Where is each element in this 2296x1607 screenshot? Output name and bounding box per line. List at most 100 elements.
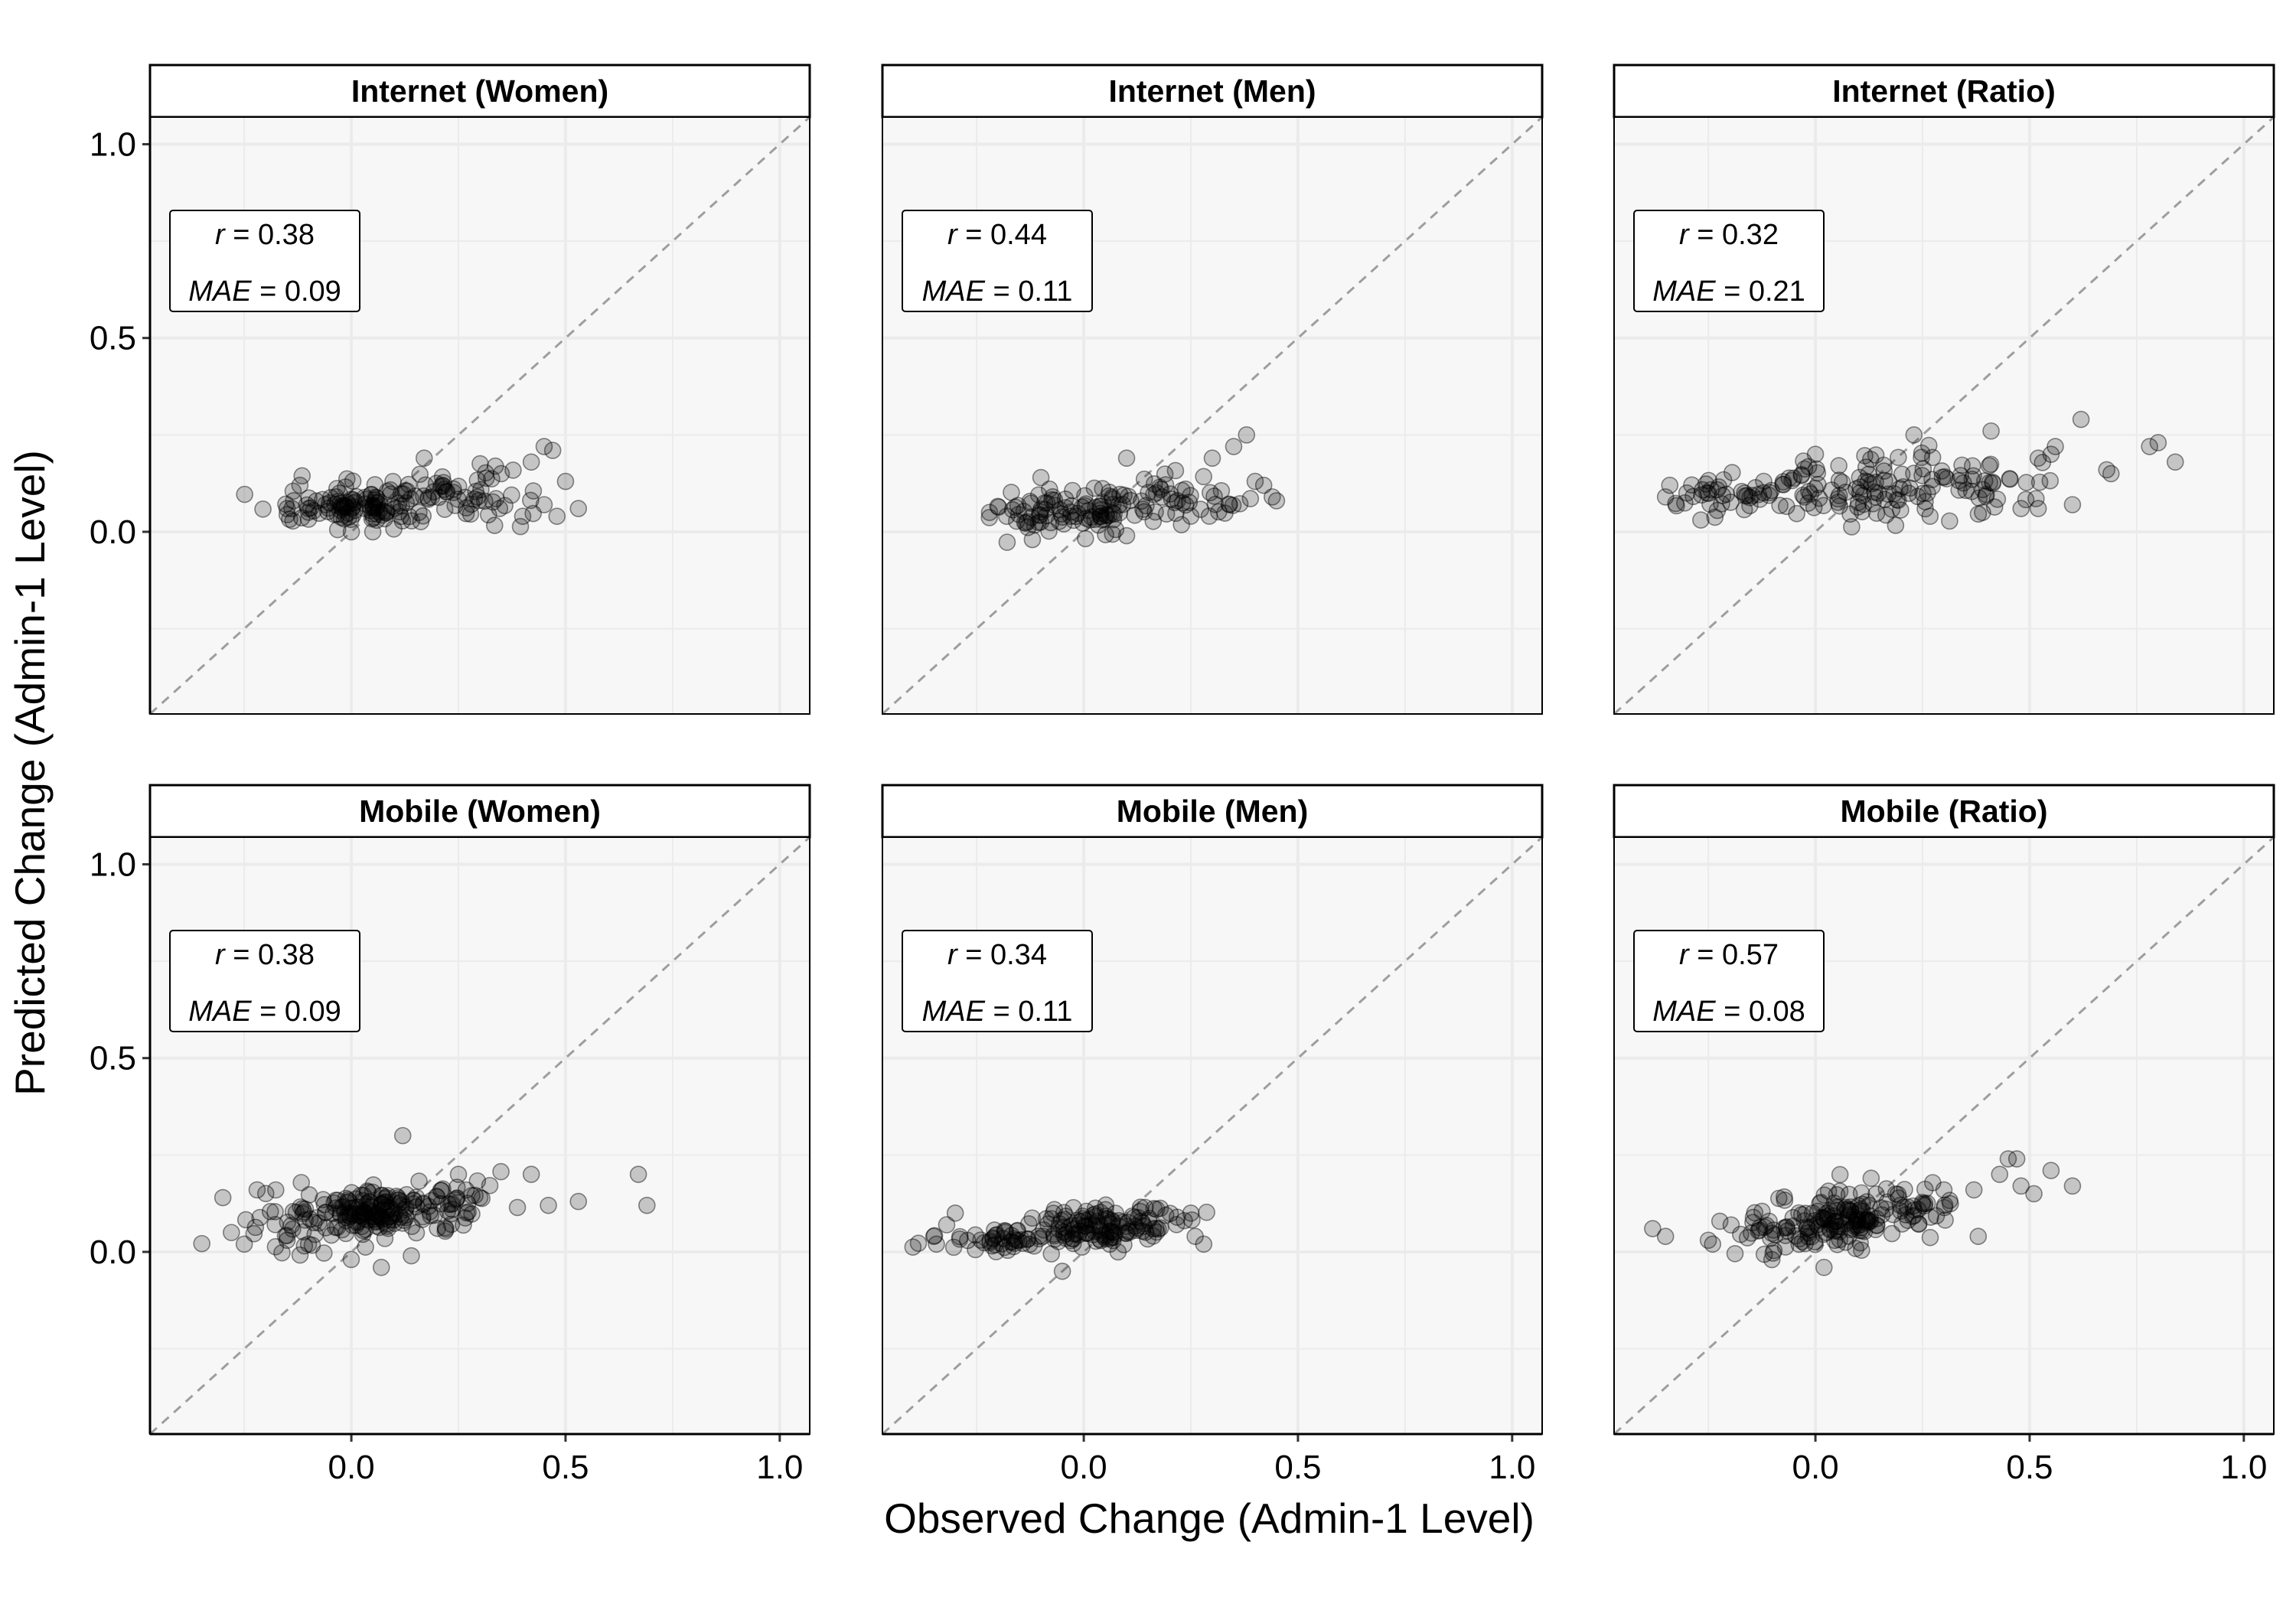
data-point (1887, 517, 1905, 534)
data-point (981, 1232, 999, 1250)
data-point (1683, 476, 1701, 494)
data-point (1873, 1206, 1891, 1224)
data-point (1795, 488, 1813, 506)
data-point (1922, 1208, 1939, 1226)
data-point (1815, 1225, 1832, 1244)
data-point (1977, 485, 1995, 504)
data-point (376, 510, 393, 528)
data-point (284, 512, 302, 530)
data-point (331, 1204, 349, 1222)
data-point (1861, 1207, 1879, 1225)
data-point (1910, 1214, 1928, 1233)
data-point (1704, 1235, 1722, 1253)
data-point (367, 1212, 386, 1231)
data-point (1032, 507, 1049, 524)
data-point (305, 502, 323, 520)
data-point (1015, 503, 1033, 520)
data-point (354, 1208, 372, 1226)
data-point (329, 493, 347, 510)
data-point (465, 490, 484, 508)
data-point (343, 1204, 360, 1223)
data-point (1818, 1204, 1836, 1222)
data-point (344, 497, 362, 516)
data-point (1117, 1217, 1136, 1235)
data-point (300, 489, 318, 507)
data-point (477, 464, 494, 482)
data-point (355, 1203, 373, 1221)
x-tick-label: 0.0 (328, 1449, 374, 1486)
data-point (1848, 480, 1865, 498)
data-point (254, 500, 272, 518)
data-point (951, 1227, 969, 1246)
data-point (1036, 500, 1055, 519)
data-point (438, 483, 456, 500)
identity-line (881, 836, 1544, 1436)
data-point (1867, 1217, 1886, 1234)
data-point (449, 491, 467, 508)
data-point (1854, 486, 1872, 504)
data-point (1921, 507, 1939, 525)
stat-mae: MAE = 0.11 (922, 275, 1073, 308)
data-point (1795, 1212, 1814, 1230)
data-point (1101, 1230, 1119, 1247)
data-point (1007, 1231, 1026, 1249)
data-point (1913, 1195, 1932, 1213)
data-point (1841, 1202, 1860, 1221)
data-point (1965, 467, 1982, 485)
data-point (1087, 1208, 1104, 1226)
data-point (1101, 1214, 1118, 1232)
data-point (984, 1229, 1003, 1247)
data-point (1829, 1212, 1848, 1230)
data-point (1913, 448, 1930, 467)
data-point (1835, 1201, 1854, 1219)
data-point (1879, 485, 1897, 504)
data-point (1837, 484, 1854, 501)
data-point (1923, 471, 1941, 489)
data-point (300, 1186, 318, 1204)
data-point (422, 1207, 439, 1224)
y-tick-label: 0.5 (90, 320, 136, 357)
data-point (1831, 1217, 1848, 1236)
data-point (1126, 1217, 1144, 1235)
data-point (1095, 1228, 1114, 1246)
data-point (1942, 1195, 1959, 1213)
data-point (1139, 1230, 1156, 1248)
data-point (484, 493, 502, 511)
data-point (396, 1201, 415, 1219)
data-point (1038, 494, 1056, 512)
data-point (543, 442, 562, 459)
data-point (1841, 1198, 1860, 1216)
data-point (1890, 491, 1907, 510)
data-point (1246, 472, 1264, 491)
data-point (379, 1187, 396, 1204)
data-point (1692, 511, 1710, 529)
data-point (1808, 460, 1825, 478)
data-point (292, 509, 311, 526)
data-point (373, 1211, 391, 1228)
data-point (1969, 505, 1988, 523)
data-point (1037, 1210, 1055, 1228)
data-point (1976, 472, 1994, 490)
data-point (1040, 522, 1058, 540)
data-point (1147, 1200, 1166, 1218)
data-point (463, 1187, 481, 1204)
data-point (1167, 1215, 1186, 1234)
data-point (1846, 1216, 1864, 1234)
data-point (514, 507, 532, 525)
data-point (1101, 1223, 1120, 1240)
data-point (1900, 484, 1918, 502)
data-point (398, 482, 416, 500)
data-point (1069, 1216, 1088, 1234)
identity-line (148, 116, 811, 715)
y-tick-label: 0.0 (90, 513, 136, 551)
data-point (1769, 1189, 1788, 1208)
data-point (1104, 1231, 1122, 1250)
data-point (1936, 1196, 1954, 1214)
data-point (1916, 500, 1934, 518)
data-point (367, 499, 385, 517)
data-point (556, 472, 575, 491)
data-point (436, 1219, 455, 1237)
data-point (1135, 503, 1153, 521)
data-point (458, 1204, 476, 1222)
